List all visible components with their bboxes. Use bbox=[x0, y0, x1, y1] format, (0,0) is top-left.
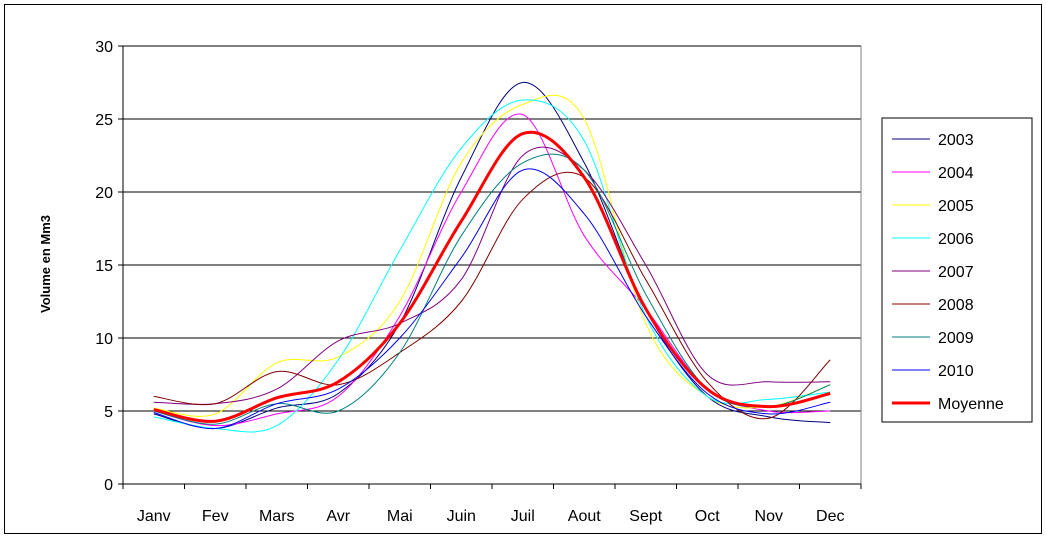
axes: 0 5 10 15 20 25 30 Janv Fev Mars Avr Mai Juin Juil Aou… bbox=[95, 39, 862, 525]
series-line-2004 bbox=[153, 113, 831, 427]
legend-label-2004: 2004 bbox=[938, 165, 974, 182]
legend-label-2007: 2007 bbox=[938, 264, 974, 281]
legend-label-moyenne: Moyenne bbox=[938, 396, 1004, 413]
x-tick-label: Aout bbox=[568, 508, 601, 525]
y-tick-label: 30 bbox=[95, 39, 113, 56]
x-tick-label: Mars bbox=[259, 508, 295, 525]
x-tick-label: Oct bbox=[695, 508, 720, 525]
y-axis-title: Volume en Mm3 bbox=[38, 215, 53, 313]
series-line-2010 bbox=[153, 168, 831, 430]
series-line-2005 bbox=[153, 94, 831, 417]
legend-label-2005: 2005 bbox=[938, 198, 974, 215]
y-tick-label: 20 bbox=[95, 185, 113, 202]
x-tick-label: Sept bbox=[629, 508, 662, 525]
series-line-2008 bbox=[153, 171, 831, 420]
series-line-2007 bbox=[153, 146, 831, 405]
legend-box bbox=[881, 117, 1033, 423]
chart-frame bbox=[4, 4, 1042, 534]
y-tick-label: 15 bbox=[95, 258, 113, 275]
x-tick-label: Juin bbox=[447, 508, 476, 525]
x-tick-label: Janv bbox=[137, 508, 171, 525]
legend: 2003 2004 2005 2006 2007 2008 2009 2010 Moyenne bbox=[881, 117, 1033, 423]
legend-label-2010: 2010 bbox=[938, 363, 974, 380]
legend-label-2008: 2008 bbox=[938, 297, 974, 314]
x-tick-label: Dec bbox=[816, 508, 844, 525]
x-tick-label: Mai bbox=[387, 508, 413, 525]
gridlines bbox=[123, 45, 861, 412]
series-line-2009 bbox=[153, 153, 831, 425]
x-tick-label: Nov bbox=[755, 508, 783, 525]
y-tick-label: 10 bbox=[95, 331, 113, 348]
legend-label-2003: 2003 bbox=[938, 132, 974, 149]
series-line-moyenne bbox=[153, 130, 831, 423]
legend-label-2009: 2009 bbox=[938, 330, 974, 347]
y-tick-label: 5 bbox=[104, 404, 113, 421]
series-line-2003 bbox=[153, 81, 831, 430]
x-tick-label: Fev bbox=[202, 508, 229, 525]
y-tick-label: 25 bbox=[95, 112, 113, 129]
legend-label-2006: 2006 bbox=[938, 231, 974, 248]
y-tick-label: 0 bbox=[104, 477, 113, 494]
x-tick-label: Juil bbox=[511, 508, 535, 525]
x-tick-label: Avr bbox=[326, 508, 350, 525]
series-lines bbox=[153, 81, 831, 433]
series-line-2006 bbox=[153, 99, 831, 433]
